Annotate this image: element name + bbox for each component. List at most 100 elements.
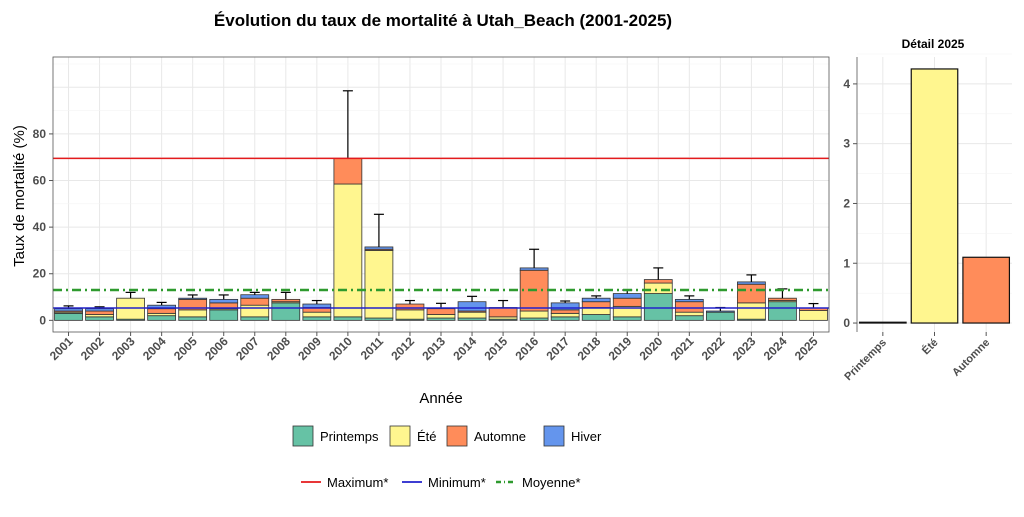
y-axis-label: Taux de mortalité (%) (11, 125, 28, 267)
bar-automne-2002 (85, 310, 114, 315)
x-tick-label: 2002 (78, 334, 107, 363)
x-tick-label: 2024 (761, 334, 790, 363)
bar-printemps-2008 (271, 302, 301, 321)
x-tick-label: 2009 (295, 334, 324, 363)
bar-automne-2024 (768, 297, 797, 301)
y-tick-label: 0 (39, 313, 46, 327)
bar-automne-2007 (240, 297, 270, 306)
bar-été-2011 (364, 250, 394, 319)
bar-printemps-2020 (643, 293, 673, 321)
bar-printemps-2006 (209, 309, 239, 321)
x-tick-label: 2013 (419, 334, 448, 363)
bar-été-2007 (240, 304, 270, 318)
x-tick-label: 2025 (792, 334, 821, 363)
x-tick-label: 2022 (699, 334, 728, 363)
x-tick-label: 2006 (202, 334, 231, 363)
bar-automne-2018 (581, 301, 611, 308)
bar-hiver-2002 (85, 308, 114, 312)
legend-swatch-été (389, 425, 411, 447)
legend-swatch-printemps (292, 425, 314, 447)
chart-title: Évolution du taux de mortalité à Utah_Be… (214, 11, 672, 30)
bar-hiver-2005 (178, 297, 208, 300)
x-tick-label: 2020 (637, 334, 666, 363)
bar-automne-2017 (550, 309, 580, 314)
legend-label-été: Été (417, 429, 437, 444)
side-y-tick-label: 0 (843, 316, 850, 330)
legend: Printemps Été Automne Hiver Maximum* Minimum*… (292, 425, 602, 490)
x-tick-label: 2001 (47, 334, 76, 363)
side-y-tick-label: 4 (843, 77, 850, 91)
bar-automne-2013 (426, 308, 456, 315)
side-plot-panel: Printemps Été Automne 0 1 2 3 4 (842, 53, 1012, 384)
bar-printemps-2007 (240, 316, 270, 321)
side-x-tick-label: Printemps (842, 337, 889, 384)
side-bar-été (910, 68, 959, 324)
y-tick-label: 20 (33, 267, 47, 281)
bar-été-2009 (302, 311, 332, 318)
x-tick-label: 2017 (543, 334, 572, 363)
bar-automne-2023 (737, 283, 766, 304)
legend-label-printemps: Printemps (320, 429, 379, 444)
x-tick-label: 2023 (730, 334, 759, 363)
x-axis-label: Année (419, 390, 462, 407)
bar-été-2025 (799, 310, 828, 321)
bar-été-2023 (737, 302, 766, 320)
legend-label-automne: Automne (474, 429, 526, 444)
side-chart-title: Détail 2025 (902, 37, 965, 51)
bar-été-2017 (550, 312, 580, 318)
bar-automne-2020 (643, 279, 673, 284)
x-tick-label: 2021 (668, 334, 697, 363)
side-x-tick-label: Automne (950, 337, 992, 379)
side-bar-printemps (858, 321, 907, 324)
bar-hiver-2011 (364, 246, 394, 250)
bar-été-2016 (519, 310, 549, 319)
x-tick-label: 2010 (326, 334, 355, 363)
bar-printemps-2022 (705, 311, 735, 321)
legend-swatch-automne (446, 425, 468, 447)
bar-été-2014 (457, 311, 487, 319)
bar-printemps-2017 (550, 316, 580, 321)
legend-swatch-hiver (543, 425, 565, 447)
bar-printemps-2024 (768, 301, 797, 321)
bar-printemps-2019 (612, 316, 642, 321)
bar-hiver-2001 (54, 308, 83, 312)
legend-label-hiver: Hiver (571, 429, 602, 444)
bar-automne-2004 (147, 308, 177, 314)
x-tick-label: 2008 (264, 334, 293, 363)
bar-automne-2012 (395, 303, 425, 311)
bar-hiver-2016 (519, 267, 549, 271)
x-tick-label: 2007 (233, 334, 262, 363)
side-x-tick-label: Été (919, 336, 940, 357)
x-tick-label: 2011 (358, 334, 387, 363)
x-tick-label: 2005 (171, 334, 200, 363)
bar-été-2010 (333, 183, 363, 318)
y-tick-label: 80 (33, 127, 47, 141)
bar-hiver-2022 (705, 310, 735, 313)
x-tick-label: 2015 (481, 334, 510, 363)
x-tick-label: 2018 (575, 334, 604, 363)
bar-automne-2015 (488, 307, 518, 318)
side-y-tick-label: 3 (843, 137, 850, 151)
bar-printemps-2004 (147, 315, 177, 321)
x-tick-label: 2019 (606, 334, 635, 363)
bar-automne-2019 (612, 297, 642, 307)
x-tick-label: 2003 (109, 334, 138, 363)
bar-été-2005 (178, 309, 208, 318)
side-y-tick-label: 1 (843, 256, 850, 270)
bar-hiver-2018 (581, 297, 611, 303)
x-tick-label: 2014 (450, 334, 479, 363)
bar-été-2012 (395, 309, 425, 320)
bar-printemps-2005 (178, 316, 208, 321)
bar-automne-2021 (674, 301, 704, 313)
y-tick-label: 40 (33, 220, 47, 234)
legend-line-label-moyenne: Moyenne* (522, 475, 581, 490)
bar-hiver-2014 (457, 301, 487, 312)
x-tick-label: 2004 (140, 334, 169, 363)
bar-été-2021 (674, 311, 704, 317)
bar-hiver-2007 (240, 294, 270, 299)
legend-line-label-maximum: Maximum* (327, 475, 388, 490)
bar-hiver-2009 (302, 303, 332, 308)
